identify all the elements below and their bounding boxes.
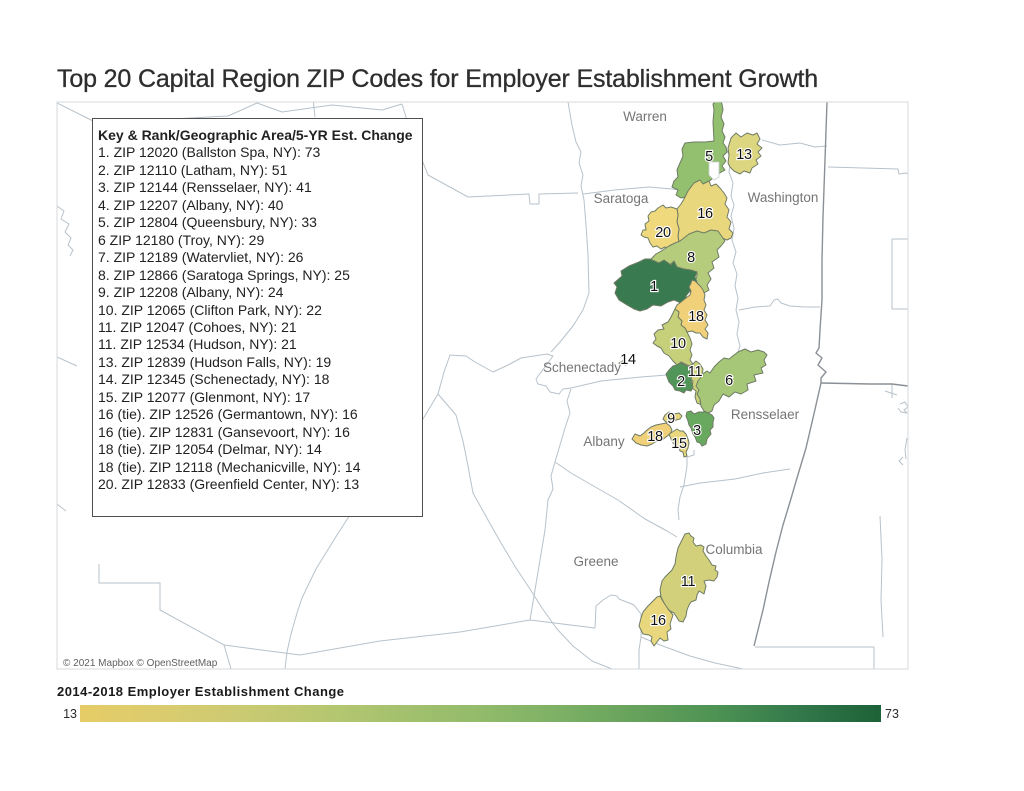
svg-text:11: 11 xyxy=(681,574,696,590)
svg-text:13: 13 xyxy=(736,147,752,163)
svg-text:11: 11 xyxy=(688,364,703,380)
svg-text:© 2021 Mapbox © OpenStreetMap: © 2021 Mapbox © OpenStreetMap xyxy=(63,658,218,669)
svg-text:9: 9 xyxy=(667,411,675,427)
svg-text:15: 15 xyxy=(671,436,687,452)
svg-text:Warren: Warren xyxy=(623,109,667,124)
svg-text:10: 10 xyxy=(670,336,686,352)
svg-text:18: 18 xyxy=(688,309,704,325)
svg-text:Washington: Washington xyxy=(748,190,819,205)
svg-text:2: 2 xyxy=(677,374,685,390)
svg-text:8: 8 xyxy=(687,250,695,266)
svg-text:Greene: Greene xyxy=(573,554,618,569)
svg-text:Saratoga: Saratoga xyxy=(594,191,649,206)
svg-text:1: 1 xyxy=(650,279,658,295)
svg-text:5: 5 xyxy=(705,149,713,165)
svg-text:6: 6 xyxy=(725,373,733,389)
svg-text:Columbia: Columbia xyxy=(705,542,763,557)
svg-text:20: 20 xyxy=(655,225,671,241)
svg-text:Schenectady: Schenectady xyxy=(543,360,621,375)
svg-text:16: 16 xyxy=(697,206,713,222)
svg-text:14: 14 xyxy=(620,352,636,368)
svg-text:Albany: Albany xyxy=(583,434,625,449)
svg-text:16: 16 xyxy=(650,613,666,629)
svg-text:3: 3 xyxy=(693,423,701,439)
svg-text:18: 18 xyxy=(647,429,663,445)
svg-text:Rensselaer: Rensselaer xyxy=(731,407,800,422)
